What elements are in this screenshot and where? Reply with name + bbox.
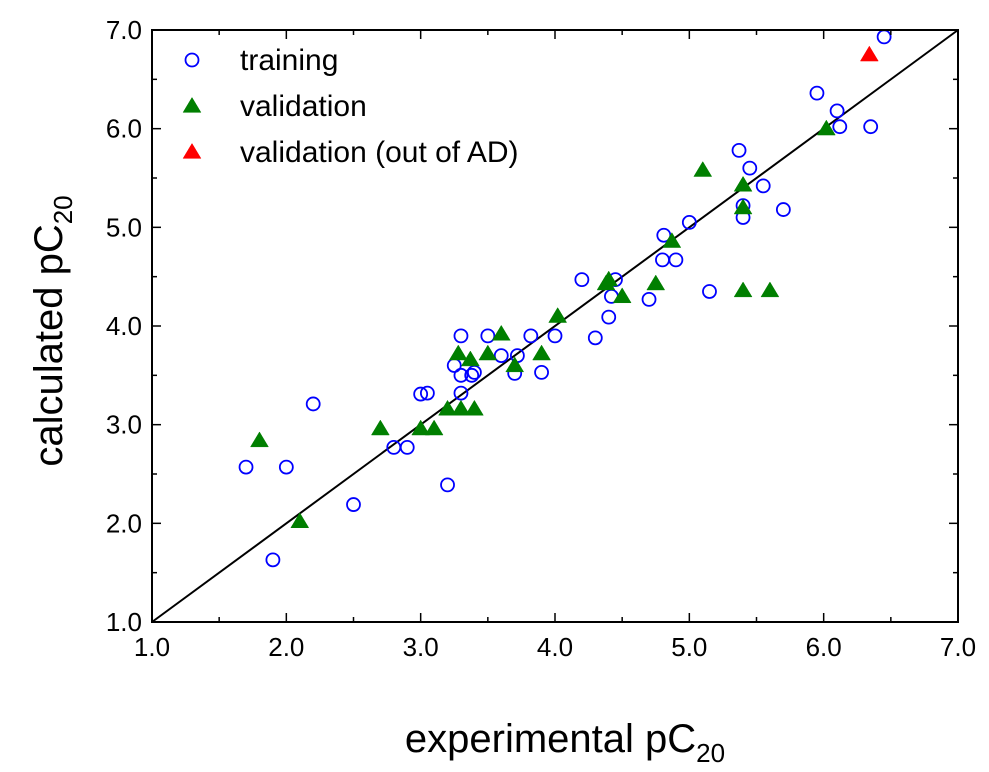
data-point [646, 274, 666, 291]
data-point [755, 178, 771, 194]
data-point [612, 287, 632, 304]
data-point [480, 328, 496, 344]
data-point [371, 419, 390, 436]
x-tick-label: 1.0 [134, 632, 170, 662]
data-point [465, 399, 484, 416]
y-tick-label: 7.0 [106, 15, 142, 45]
data-point [574, 272, 590, 288]
data-point [832, 119, 848, 135]
x-axis-label-main: experimental pC [405, 717, 696, 761]
legend-entry: validation (out of AD) [182, 136, 518, 169]
data-point [599, 270, 619, 287]
data-point [760, 281, 780, 298]
data-point [448, 344, 468, 361]
data-point [731, 142, 747, 158]
y-tick-label: 2.0 [106, 508, 142, 538]
y-tick-label: 6.0 [106, 114, 142, 144]
data-point [523, 328, 539, 344]
legend-marker [182, 143, 202, 159]
data-point [859, 45, 879, 62]
data-point [547, 328, 563, 344]
data-point [238, 459, 254, 475]
y-tick-label: 5.0 [106, 212, 142, 242]
data-point [742, 160, 758, 176]
y-axis-label-subscript: 20 [48, 195, 78, 224]
legend-label: validation [240, 90, 367, 123]
data-point [399, 439, 415, 455]
data-point [587, 330, 603, 346]
data-point [863, 119, 879, 135]
y-axis-label-main: calculated pC [27, 224, 71, 466]
data-point [693, 161, 713, 177]
series-validation [250, 119, 836, 528]
data-point [733, 198, 753, 215]
data-point [876, 29, 892, 45]
x-tick-label: 2.0 [268, 632, 304, 662]
data-point [493, 348, 509, 364]
data-point [438, 399, 457, 416]
data-point [702, 284, 717, 299]
data-point [478, 344, 498, 361]
data-point [413, 386, 429, 402]
data-point [534, 364, 549, 380]
data-point [681, 214, 697, 230]
data-point [775, 202, 791, 217]
x-tick-label: 7.0 [940, 632, 976, 662]
data-point [419, 385, 435, 401]
data-point [532, 344, 551, 361]
plot-area [151, 29, 959, 623]
y-tick-label: 3.0 [106, 410, 142, 440]
data-point [346, 497, 361, 512]
legend-marker [184, 52, 200, 68]
data-point [641, 291, 657, 307]
data-point [451, 399, 471, 416]
data-point [601, 309, 617, 325]
axes: 1.0 2.0 3.0 4.0 5.0 6.0 7.0 1.0 2.0 3.0 4.0 5.0 6.0 7… [106, 15, 976, 662]
data-point [424, 419, 444, 436]
data-point [668, 252, 684, 268]
data-point [816, 119, 836, 136]
data-point [290, 512, 310, 528]
series-validation-out-of-ad [859, 45, 879, 62]
x-tick-label: 3.0 [403, 632, 439, 662]
data-point [505, 356, 525, 373]
data-point [265, 552, 281, 568]
x-tick-label: 5.0 [671, 632, 707, 662]
series-training [238, 29, 892, 568]
data-point [453, 385, 469, 401]
data-point [809, 85, 825, 101]
legend-label: training [240, 44, 338, 77]
data-point [453, 367, 469, 383]
x-axis-label: experimental pC20 [405, 717, 725, 768]
legend-label: validation (out of AD) [240, 136, 518, 169]
data-point [662, 232, 682, 248]
data-point [464, 367, 480, 383]
legend-marker [182, 97, 202, 113]
data-point [733, 281, 753, 298]
x-tick-label: 4.0 [537, 632, 573, 662]
data-point [411, 419, 431, 436]
data-point [548, 307, 568, 323]
legend-entry: validation [182, 90, 367, 123]
data-point [829, 103, 845, 119]
data-point [491, 324, 511, 341]
legend: training validation validation (out of AD) [182, 44, 518, 169]
data-point [453, 328, 469, 344]
x-axis-label-subscript: 20 [696, 738, 725, 768]
y-tick-label: 4.0 [106, 311, 142, 341]
data-point [250, 431, 269, 448]
data-point [278, 459, 294, 475]
data-point [461, 350, 480, 367]
data-point [733, 175, 753, 192]
y-tick-label: 1.0 [106, 607, 142, 637]
legend-entry: training [184, 44, 338, 77]
data-point [466, 364, 482, 380]
data-point [440, 477, 455, 493]
x-tick-label: 6.0 [806, 632, 842, 662]
y-axis-label: calculated pC20 [27, 195, 78, 466]
data-point [305, 396, 321, 412]
data-point [655, 252, 670, 268]
